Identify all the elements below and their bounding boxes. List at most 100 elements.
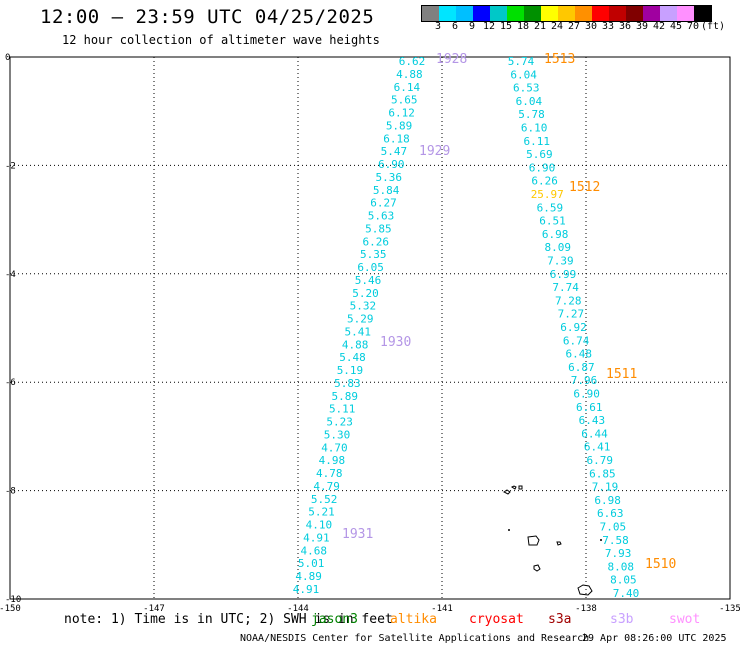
wave-height-label: 7.93	[605, 547, 632, 560]
wave-height-label: 5.65	[391, 94, 418, 107]
wave-height-label: 6.90	[529, 161, 556, 174]
footnote: note: 1) Time is in UTC; 2) SWH is in fe…	[64, 612, 393, 627]
island-outline	[503, 489, 511, 495]
wave-height-label: 6.61	[576, 401, 603, 414]
wave-height-label: 7.40	[613, 587, 640, 600]
wave-height-label: 6.53	[513, 82, 540, 95]
island-outline	[518, 485, 523, 490]
colorbar-label: 3	[434, 21, 442, 32]
wave-height-label: 6.04	[510, 68, 537, 81]
longitude-tick-label: -135	[719, 604, 740, 614]
colorbar-label: 6	[451, 21, 459, 32]
colorbar-swatch	[694, 6, 711, 21]
wave-height-label: 5.36	[375, 171, 402, 184]
colorbar-label: 36	[618, 21, 632, 32]
colorbar-swatch	[626, 6, 643, 21]
colorbar-label: 9	[468, 21, 476, 32]
credit-line: NOAA/NESDIS Center for Satellite Applica…	[240, 633, 590, 644]
map-title: 12:00 — 23:59 UTC 04/25/2025	[40, 6, 375, 28]
longitude-tick-label: -147	[143, 604, 165, 614]
wave-height-label: 5.29	[347, 313, 374, 326]
wave-height-label: 5.89	[386, 119, 413, 132]
colorbar-label: (ft)	[700, 21, 726, 32]
colorbar-swatch	[473, 6, 490, 21]
wave-height-label: 5.19	[337, 364, 364, 377]
wave-height-label: 5.89	[332, 390, 359, 403]
wave-height-label: 6.26	[531, 175, 558, 188]
wave-height-label: 6.44	[581, 427, 608, 440]
wave-height-label: 4.98	[319, 454, 346, 467]
legend-jason3: jason3	[311, 612, 358, 627]
colorbar-label: 24	[550, 21, 564, 32]
wave-height-label: 5.48	[339, 351, 366, 364]
latitude-tick-label: -10	[5, 595, 21, 605]
wave-height-label: 6.74	[563, 334, 590, 347]
wave-height-label: 7.19	[592, 481, 619, 494]
wave-height-label: 6.98	[594, 494, 621, 507]
wave-height-label: 5.01	[298, 557, 325, 570]
island-outline	[577, 584, 593, 596]
wave-height-label: 4.68	[301, 544, 328, 557]
colorbar-label: 21	[533, 21, 547, 32]
wave-height-label: 5.35	[360, 248, 387, 261]
colorbar-swatch	[592, 6, 609, 21]
wave-height-label: 5.30	[324, 428, 351, 441]
wave-height-label: 5.85	[365, 222, 392, 235]
legend-s3b: s3b	[610, 612, 634, 627]
latitude-tick-label: -6	[5, 378, 16, 388]
wave-height-label: 6.14	[394, 81, 421, 94]
longitude-tick-label: -150	[0, 604, 21, 614]
wave-height-label: 5.21	[308, 506, 335, 519]
colorbar-labels: 3 6 9 12 15 18 21 24 27 30 33 36 39 42 45 70 (ft)	[421, 21, 740, 33]
wave-height-label: 4.88	[396, 68, 423, 81]
colorbar-swatch	[660, 6, 677, 21]
wave-height-label: 7.58	[602, 534, 629, 547]
colorbar-swatch	[490, 6, 507, 21]
wave-height-label: 6.27	[370, 197, 397, 210]
wave-height-label: 5.46	[355, 274, 382, 287]
wave-height-label: 6.90	[573, 388, 600, 401]
island-outline	[556, 541, 562, 546]
wave-height-label: 6.87	[568, 361, 595, 374]
wave-height-colorbar	[421, 5, 712, 22]
wave-height-label: 5.23	[326, 416, 353, 429]
wave-height-label: 6.51	[539, 215, 566, 228]
wave-height-label: 25.97	[531, 188, 564, 201]
wave-height-label: 6.43	[579, 414, 606, 427]
wave-height-label: 5.20	[352, 287, 379, 300]
wave-height-label: 7.05	[600, 521, 627, 534]
colorbar-swatch	[422, 6, 439, 21]
legend-altika: altika	[390, 612, 437, 627]
wave-height-label: 6.41	[584, 441, 611, 454]
wave-height-label: 5.47	[381, 145, 408, 158]
island-outline	[533, 564, 541, 572]
wave-height-label: 6.98	[542, 228, 569, 241]
wave-height-label: 6.85	[589, 467, 616, 480]
pass-id-label: 1931	[342, 527, 373, 542]
wave-height-label: 4.91	[293, 583, 320, 596]
pass-id-label: 1512	[569, 180, 600, 195]
colorbar-swatch	[558, 6, 575, 21]
wave-height-label: 6.79	[587, 454, 614, 467]
wave-height-label: 6.12	[388, 107, 415, 120]
latitude-tick-label: 0	[5, 53, 10, 63]
generation-timestamp: 29 Apr 08:26:00 UTC 2025	[582, 633, 727, 644]
colorbar-label: 30	[584, 21, 598, 32]
wave-height-label: 7.27	[558, 308, 585, 321]
island-dot	[508, 529, 510, 531]
colorbar-label: 39	[635, 21, 649, 32]
pass-id-label: 1513	[544, 52, 575, 67]
wave-height-label: 5.63	[368, 210, 395, 223]
legend-cryosat: cryosat	[469, 612, 524, 627]
wave-height-label: 7.28	[555, 294, 582, 307]
colorbar-swatch	[677, 6, 694, 21]
pass-id-label: 1511	[606, 367, 637, 382]
wave-height-label: 5.84	[373, 184, 400, 197]
wave-height-label: 4.79	[313, 480, 340, 493]
colorbar-swatch	[643, 6, 660, 21]
colorbar-label: 45	[669, 21, 683, 32]
wave-height-label: 4.70	[321, 441, 348, 454]
latitude-tick-label: -4	[5, 270, 16, 280]
wave-height-label: 6.90	[378, 158, 405, 171]
pass-id-label: 1928	[436, 52, 467, 67]
